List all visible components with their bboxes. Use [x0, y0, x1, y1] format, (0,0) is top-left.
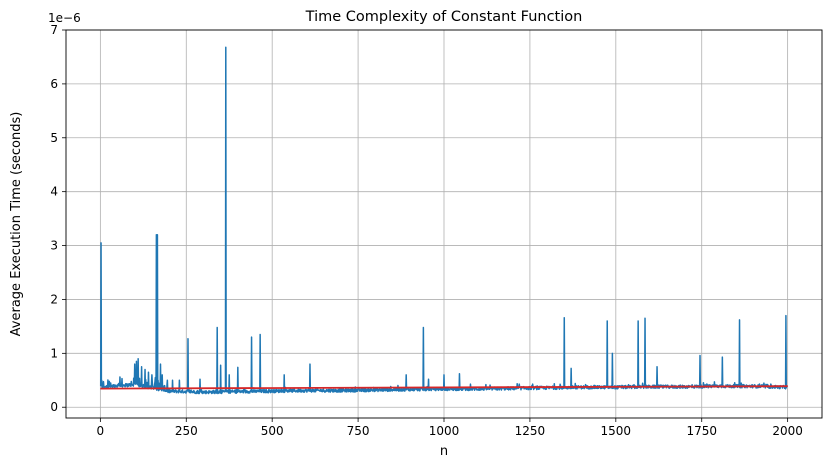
chart-title: Time Complexity of Constant Function — [305, 9, 583, 25]
x-tick-label: 750 — [347, 424, 370, 438]
y-axis-label: Average Execution Time (seconds) — [9, 112, 24, 337]
x-tick-label: 500 — [261, 424, 284, 438]
y-axis-offset-label: 1e−6 — [48, 11, 81, 25]
fit-line — [100, 385, 788, 390]
y-tick-label: 1 — [50, 346, 58, 360]
grid-lines — [66, 29, 822, 418]
x-tick-label: 1000 — [429, 424, 460, 438]
y-tick-label: 6 — [50, 77, 58, 91]
y-tick-label: 7 — [50, 23, 58, 37]
ticks: 0 250 500 750 1000 1250 1500 1750 2000 0 1 2 3 4 5 6 7 — [50, 23, 803, 438]
x-tick-label: 2000 — [772, 424, 803, 438]
y-tick-label: 5 — [50, 131, 58, 145]
x-tick-label: 0 — [97, 424, 105, 438]
y-tick-label: 2 — [50, 292, 58, 306]
plot-area — [99, 46, 789, 395]
y-tick-label: 4 — [50, 185, 58, 199]
y-tick-label: 3 — [50, 239, 58, 253]
x-tick-label: 1250 — [515, 424, 546, 438]
x-tick-label: 250 — [175, 424, 198, 438]
y-tick-label: 0 — [50, 400, 58, 414]
x-tick-label: 1500 — [601, 424, 632, 438]
x-tick-label: 1750 — [686, 424, 717, 438]
x-axis-label: n — [440, 444, 448, 459]
